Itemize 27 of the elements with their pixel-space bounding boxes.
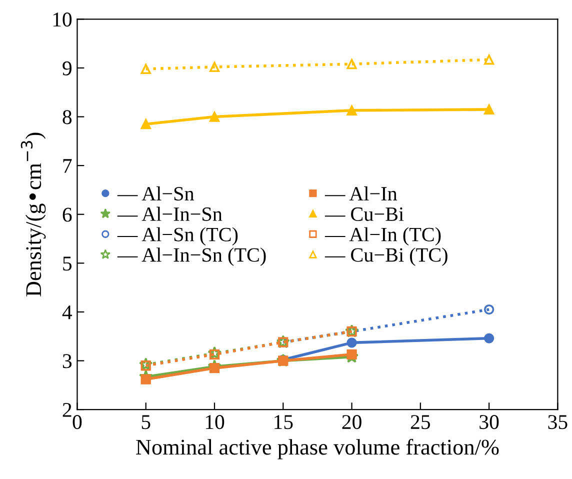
x-tick-label: 30 xyxy=(480,415,499,430)
y-tick-label: 6 xyxy=(62,208,72,222)
y-tick-label: 2 xyxy=(62,402,72,417)
y-tick-label: 3 xyxy=(62,354,72,368)
legend-label: — Al−In−Sn xyxy=(117,206,222,221)
y-tick-label: 4 xyxy=(62,305,72,320)
x-axis-title: Nominal active phase volume fraction/% xyxy=(136,438,499,460)
y-tick-label: 10 xyxy=(53,12,72,27)
y-tick-label: 5 xyxy=(63,256,72,271)
y-tick-label: 9 xyxy=(62,61,72,76)
x-tick-label: 15 xyxy=(274,415,293,430)
x-tick-label: 5 xyxy=(142,415,150,430)
x-tick-label: 0 xyxy=(72,415,82,430)
legend-label: — Cu−Bi xyxy=(324,207,404,221)
y-axis-title: Density/(g•cm$^{−3}$) xyxy=(20,132,46,296)
legend-label: — Al−In xyxy=(324,186,398,200)
y-tick-label: 7 xyxy=(63,159,72,173)
legend-label: — Al−In−Sn (TC) xyxy=(117,248,266,266)
legend-label: — Al−In (TC) xyxy=(324,227,441,246)
legend-label: — Al−Sn xyxy=(117,186,194,201)
y-tick-label: 8 xyxy=(62,110,72,124)
legend-label: — Al−Sn (TC) xyxy=(117,227,238,246)
x-tick-label: 35 xyxy=(548,415,568,430)
x-tick-label: 10 xyxy=(206,415,224,430)
x-tick-label: 25 xyxy=(410,415,430,430)
legend-label: — Cu−Bi (TC) xyxy=(324,248,448,266)
x-tick-label: 20 xyxy=(342,415,362,430)
